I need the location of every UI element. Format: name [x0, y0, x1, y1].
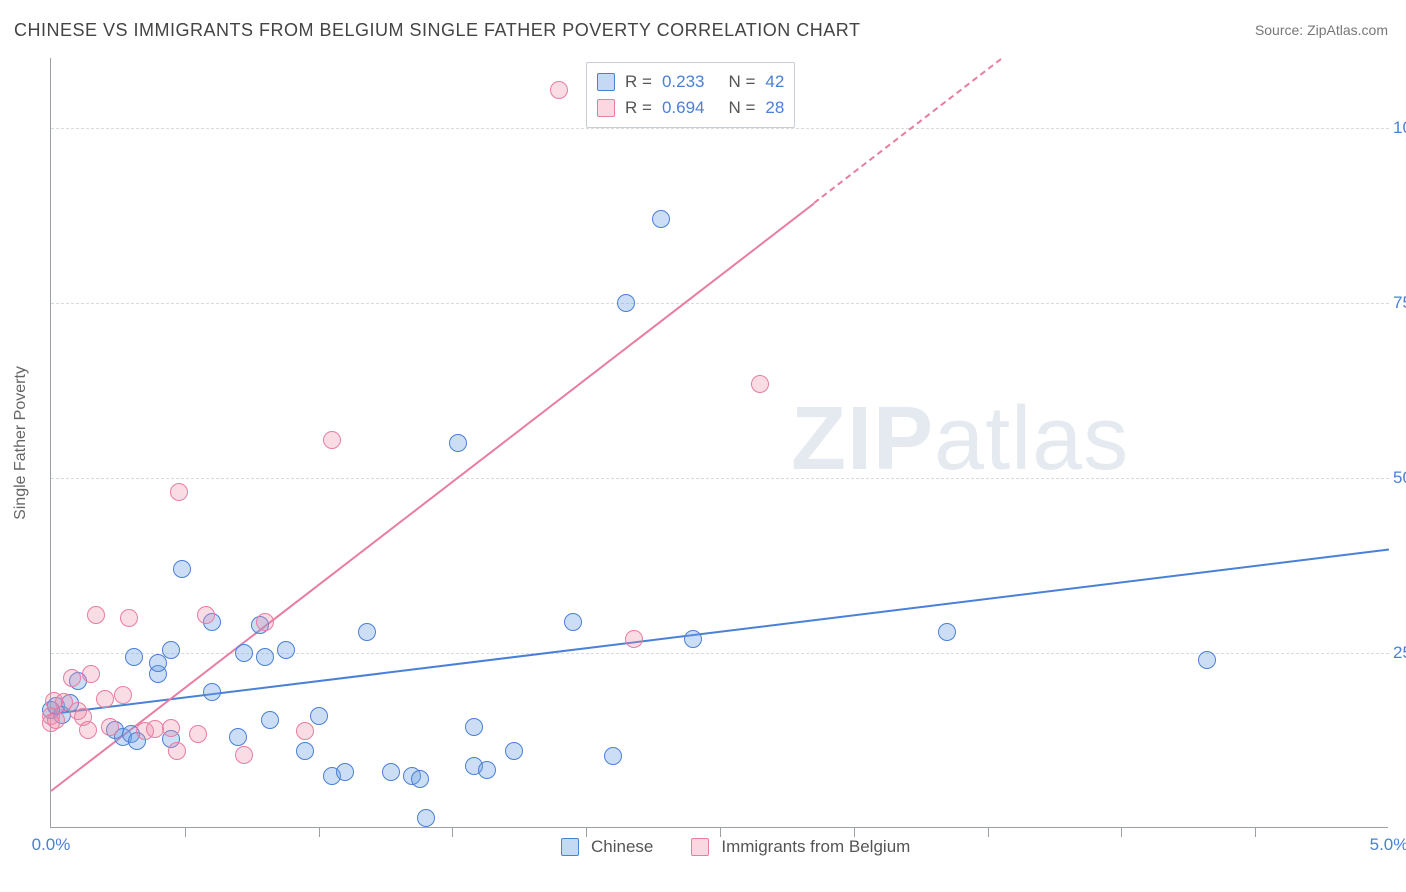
r-value-belgium: 0.694: [662, 95, 705, 121]
data-point-belgium: [550, 81, 568, 99]
data-point-chinese: [449, 434, 467, 452]
data-point-belgium: [235, 746, 253, 764]
trendline-extrapolated: [813, 58, 1002, 204]
trendline: [51, 548, 1389, 714]
x-tick: [586, 827, 587, 837]
chart-title: CHINESE VS IMMIGRANTS FROM BELGIUM SINGL…: [14, 20, 860, 41]
swatch-blue-icon: [597, 73, 615, 91]
data-point-belgium: [82, 665, 100, 683]
swatch-blue-icon: [561, 838, 579, 856]
stats-legend: R = 0.233 N = 42 R = 0.694 N = 28: [586, 62, 795, 128]
data-point-chinese: [411, 770, 429, 788]
data-point-chinese: [125, 648, 143, 666]
data-point-chinese: [162, 641, 180, 659]
data-point-chinese: [358, 623, 376, 641]
data-point-chinese: [203, 683, 221, 701]
source-attribution: Source: ZipAtlas.com: [1255, 22, 1388, 38]
legend-label-belgium: Immigrants from Belgium: [721, 837, 910, 857]
n-value-belgium: 28: [765, 95, 784, 121]
gridline-h: [51, 478, 1389, 479]
data-point-chinese: [256, 648, 274, 666]
data-point-chinese: [684, 630, 702, 648]
swatch-pink-icon: [597, 99, 615, 117]
data-point-belgium: [751, 375, 769, 393]
data-point-chinese: [604, 747, 622, 765]
data-point-chinese: [652, 210, 670, 228]
series-legend: Chinese Immigrants from Belgium: [561, 837, 910, 857]
data-point-chinese: [149, 654, 167, 672]
n-value-chinese: 42: [765, 69, 784, 95]
data-point-chinese: [478, 761, 496, 779]
data-point-belgium: [197, 606, 215, 624]
gridline-h: [51, 303, 1389, 304]
data-point-belgium: [120, 609, 138, 627]
data-point-belgium: [296, 722, 314, 740]
data-point-belgium: [47, 711, 65, 729]
x-tick-label: 5.0%: [1370, 835, 1406, 855]
data-point-chinese: [382, 763, 400, 781]
stats-row-chinese: R = 0.233 N = 42: [597, 69, 784, 95]
x-tick: [988, 827, 989, 837]
data-point-belgium: [189, 725, 207, 743]
y-tick-label: 50.0%: [1393, 468, 1406, 488]
r-value-chinese: 0.233: [662, 69, 705, 95]
data-point-belgium: [323, 431, 341, 449]
data-point-chinese: [235, 644, 253, 662]
data-point-belgium: [170, 483, 188, 501]
data-point-chinese: [229, 728, 247, 746]
source-prefix: Source:: [1255, 22, 1307, 38]
x-tick: [185, 827, 186, 837]
trendline: [50, 202, 814, 791]
data-point-belgium: [162, 719, 180, 737]
stats-row-belgium: R = 0.694 N = 28: [597, 95, 784, 121]
x-tick: [854, 827, 855, 837]
x-tick: [1255, 827, 1256, 837]
n-label: N =: [728, 69, 755, 95]
n-label: N =: [728, 95, 755, 121]
data-point-chinese: [564, 613, 582, 631]
y-tick-label: 100.0%: [1393, 118, 1406, 138]
watermark: ZIPatlas: [791, 388, 1129, 491]
watermark-zip: ZIP: [791, 389, 934, 489]
data-point-belgium: [101, 718, 119, 736]
data-point-chinese: [505, 742, 523, 760]
r-label: R =: [625, 69, 652, 95]
data-point-belgium: [63, 669, 81, 687]
legend-label-chinese: Chinese: [591, 837, 653, 857]
data-point-chinese: [261, 711, 279, 729]
data-point-chinese: [310, 707, 328, 725]
y-tick-label: 25.0%: [1393, 643, 1406, 663]
data-point-belgium: [168, 742, 186, 760]
x-tick-label: 0.0%: [32, 835, 71, 855]
x-tick: [452, 827, 453, 837]
data-point-chinese: [277, 641, 295, 659]
data-point-belgium: [96, 690, 114, 708]
x-tick: [319, 827, 320, 837]
r-label: R =: [625, 95, 652, 121]
data-point-chinese: [938, 623, 956, 641]
data-point-chinese: [617, 294, 635, 312]
swatch-pink-icon: [691, 838, 709, 856]
data-point-belgium: [87, 606, 105, 624]
watermark-atlas: atlas: [934, 389, 1129, 489]
data-point-chinese: [417, 809, 435, 827]
data-point-chinese: [296, 742, 314, 760]
y-tick-label: 75.0%: [1393, 293, 1406, 313]
gridline-h: [51, 128, 1389, 129]
data-point-belgium: [114, 686, 132, 704]
data-point-belgium: [625, 630, 643, 648]
data-point-chinese: [173, 560, 191, 578]
x-tick: [1121, 827, 1122, 837]
data-point-chinese: [1198, 651, 1216, 669]
data-point-belgium: [256, 613, 274, 631]
scatter-plot-area: Single Father Poverty ZIPatlas R = 0.233…: [50, 58, 1388, 828]
x-tick: [720, 827, 721, 837]
source-link[interactable]: ZipAtlas.com: [1307, 22, 1388, 38]
y-axis-label: Single Father Poverty: [12, 366, 30, 520]
data-point-belgium: [79, 721, 97, 739]
data-point-chinese: [336, 763, 354, 781]
data-point-chinese: [465, 718, 483, 736]
